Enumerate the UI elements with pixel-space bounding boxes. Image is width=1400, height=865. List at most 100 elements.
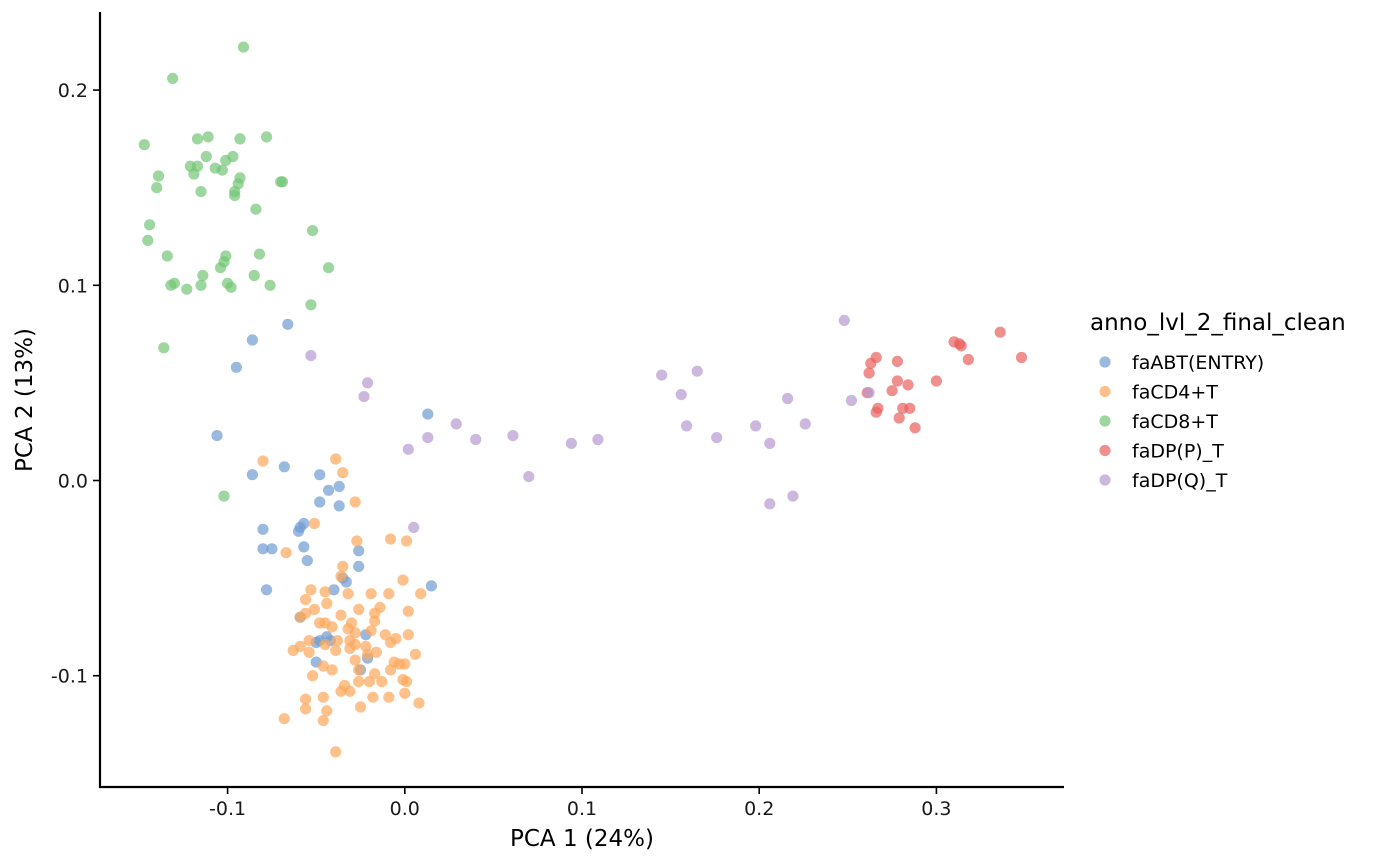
data-point xyxy=(365,625,377,637)
data-point xyxy=(225,281,237,293)
data-point xyxy=(764,437,776,449)
data-point xyxy=(845,394,858,407)
data-point xyxy=(385,664,397,676)
data-point xyxy=(257,523,269,535)
data-point xyxy=(335,685,347,697)
data-point xyxy=(165,279,177,291)
y-tick-label: 0.2 xyxy=(58,80,88,102)
data-point xyxy=(353,676,365,688)
series-3 xyxy=(861,326,1028,434)
data-point xyxy=(227,150,239,163)
data-point xyxy=(200,150,212,163)
data-point xyxy=(470,433,482,446)
series-4 xyxy=(305,314,875,534)
data-point xyxy=(314,469,326,481)
data-point xyxy=(369,607,381,619)
legend-item: faDP(Q)_T xyxy=(1099,470,1228,492)
data-point xyxy=(287,644,299,657)
data-point xyxy=(294,611,306,623)
data-point xyxy=(363,676,375,688)
data-point xyxy=(323,262,335,274)
data-point xyxy=(863,367,875,379)
data-point xyxy=(161,250,173,262)
data-point xyxy=(305,584,317,596)
data-point xyxy=(328,584,340,596)
data-point xyxy=(409,648,421,660)
data-point xyxy=(317,660,329,672)
data-point xyxy=(408,521,420,534)
data-point xyxy=(307,670,319,682)
y-axis-title: PCA 2 (13%) xyxy=(12,328,38,472)
data-point xyxy=(344,685,356,697)
data-point xyxy=(326,621,338,633)
data-point xyxy=(250,203,262,215)
data-point xyxy=(365,588,377,600)
data-point xyxy=(838,314,850,326)
y-tick-label: -0.1 xyxy=(51,666,88,688)
data-point xyxy=(181,283,193,295)
data-point xyxy=(237,41,250,53)
data-point xyxy=(425,580,437,592)
data-point xyxy=(422,432,434,444)
data-point xyxy=(234,133,246,145)
legend-item: faABT(ENTRY) xyxy=(1099,352,1264,374)
data-point xyxy=(305,350,317,362)
data-point xyxy=(349,496,361,508)
data-point xyxy=(354,701,367,713)
data-point xyxy=(891,355,904,367)
data-point xyxy=(367,691,379,703)
legend-swatch xyxy=(1099,444,1111,457)
data-point xyxy=(266,543,278,555)
data-point xyxy=(592,433,604,446)
data-point xyxy=(257,543,269,555)
data-point xyxy=(399,658,411,670)
y-tick-label: 0.0 xyxy=(58,471,88,493)
data-point xyxy=(385,533,397,545)
data-point xyxy=(333,500,345,512)
data-point xyxy=(280,547,292,559)
data-point xyxy=(188,168,200,180)
data-point xyxy=(893,412,905,424)
data-point xyxy=(292,525,305,537)
data-point xyxy=(870,406,882,418)
data-point xyxy=(261,584,273,596)
legend-item: faCD8+T xyxy=(1099,411,1218,433)
data-point xyxy=(691,365,703,377)
data-point xyxy=(349,654,361,666)
data-point xyxy=(994,326,1006,338)
y-tick-label: 0.1 xyxy=(58,275,88,297)
data-point xyxy=(711,432,723,444)
data-point xyxy=(321,597,333,610)
data-point xyxy=(399,687,411,699)
data-point xyxy=(314,496,326,508)
data-point xyxy=(401,676,413,688)
data-point xyxy=(264,279,276,291)
data-point xyxy=(681,420,693,432)
data-point xyxy=(370,646,382,658)
data-point xyxy=(317,715,329,727)
data-point xyxy=(229,189,241,202)
data-point xyxy=(248,269,260,282)
data-point xyxy=(214,262,227,274)
data-point xyxy=(319,638,331,651)
data-point xyxy=(362,648,374,660)
legend-title: anno_lvl_2_final_clean xyxy=(1090,310,1346,336)
data-point xyxy=(300,594,312,606)
data-point xyxy=(314,617,326,629)
legend: anno_lvl_2_final_clean faABT(ENTRY) faCD4… xyxy=(1090,310,1346,492)
legend-items: faABT(ENTRY) faCD4+T faCD8+T faDP(P)_T faDP(… xyxy=(1099,352,1264,492)
data-point xyxy=(298,541,310,553)
data-point xyxy=(507,430,519,442)
legend-label: faCD4+T xyxy=(1132,382,1218,404)
data-point xyxy=(344,642,356,655)
data-point xyxy=(202,131,214,143)
data-point xyxy=(369,615,381,627)
legend-label: faABT(ENTRY) xyxy=(1132,352,1264,374)
legend-label: faDP(Q)_T xyxy=(1132,470,1228,492)
data-point xyxy=(323,484,335,496)
data-point xyxy=(337,467,349,479)
data-point xyxy=(401,535,413,547)
data-point xyxy=(385,636,397,649)
